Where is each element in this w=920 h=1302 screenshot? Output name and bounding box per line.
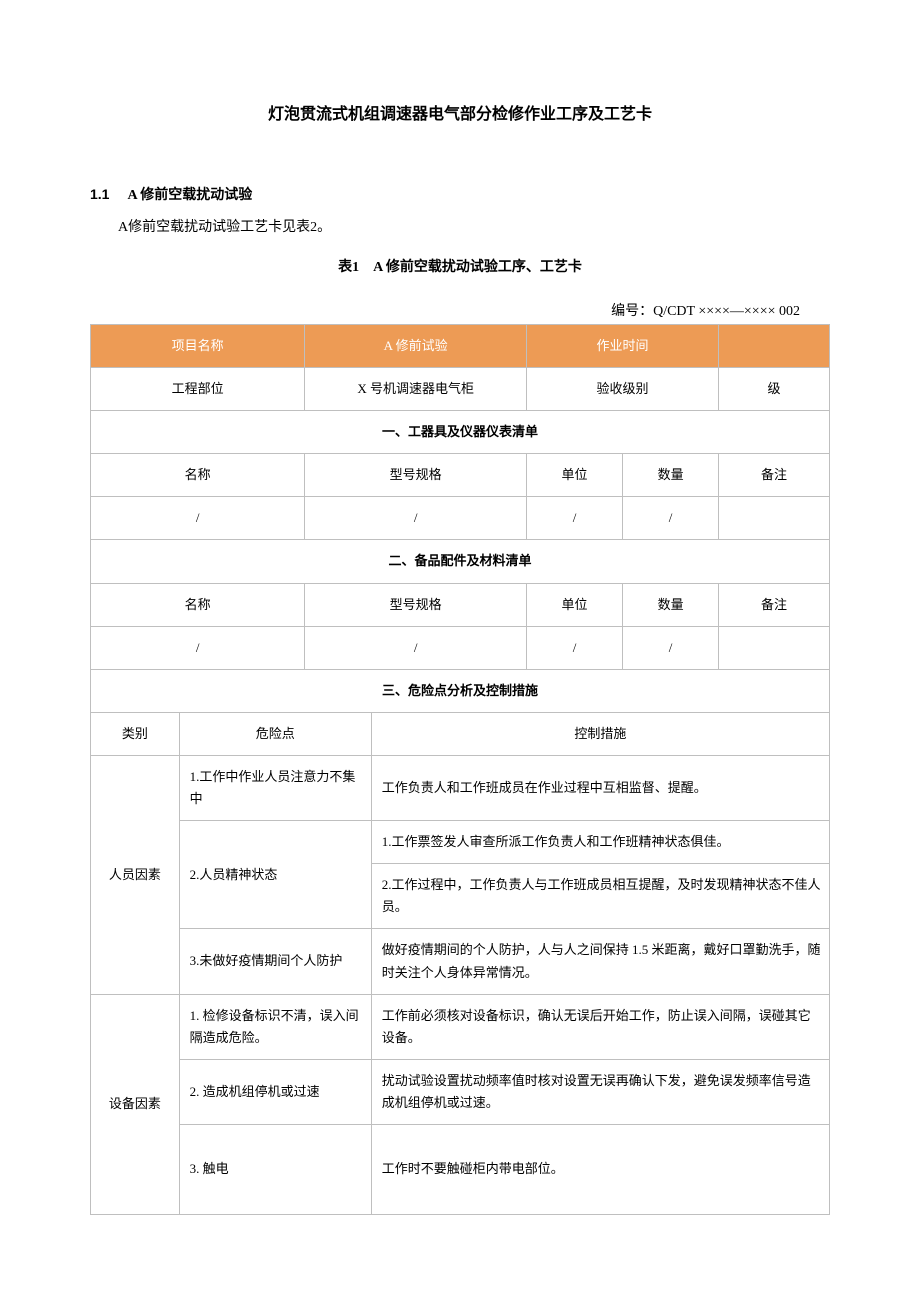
document-title: 灯泡贯流式机组调速器电气部分检修作业工序及工艺卡	[90, 100, 830, 124]
category-personnel: 人员因素	[91, 755, 180, 994]
cell: /	[623, 626, 719, 669]
table-row: 工程部位 X 号机调速器电气柜 验收级别 级	[91, 368, 830, 411]
col-remark: 备注	[719, 583, 830, 626]
table-row: 三、危险点分析及控制措施	[91, 669, 830, 712]
hazard-cell: 1.工作中作业人员注意力不集中	[179, 755, 371, 820]
accept-level-label: 验收级别	[526, 368, 718, 411]
hazard-cell: 2. 造成机组停机或过速	[179, 1059, 371, 1124]
table-row: 2.人员精神状态 1.工作票签发人审查所派工作负责人和工作班精神状态俱佳。	[91, 821, 830, 864]
table-row: 名称 型号规格 单位 数量 备注	[91, 454, 830, 497]
col-qty: 数量	[623, 454, 719, 497]
table-number: 表1	[338, 260, 359, 275]
cell: /	[91, 626, 305, 669]
measure-cell: 工作时不要触碰柜内带电部位。	[371, 1124, 829, 1214]
work-time-label: 作业时间	[526, 325, 718, 368]
accept-level-value: 级	[719, 368, 830, 411]
hazard-cell: 3.未做好疫情期间个人防护	[179, 929, 371, 994]
section-heading: 1.1 A 修前空载扰动试验	[90, 184, 830, 204]
table-row: 二、备品配件及材料清单	[91, 540, 830, 583]
eng-part-value: X 号机调速器电气柜	[305, 368, 527, 411]
hazard-cell: 2.人员精神状态	[179, 821, 371, 929]
table-caption: 表1 A 修前空载扰动试验工序、工艺卡	[90, 256, 830, 276]
hazard-cell: 1. 检修设备标识不清，误入间隔造成危险。	[179, 994, 371, 1059]
cell: /	[305, 497, 527, 540]
work-time-value	[719, 325, 830, 368]
project-name-value: A 修前试验	[305, 325, 527, 368]
col-qty: 数量	[623, 583, 719, 626]
measure-cell: 工作负责人和工作班成员在作业过程中互相监督、提醒。	[371, 755, 829, 820]
hazard-cell: 3. 触电	[179, 1124, 371, 1214]
cell	[719, 497, 830, 540]
intro-text: A修前空载扰动试验工艺卡见表2。	[90, 216, 830, 236]
section1-title: 一、工器具及仪器仪表清单	[91, 411, 830, 454]
table-row: 名称 型号规格 单位 数量 备注	[91, 583, 830, 626]
col-spec: 型号规格	[305, 454, 527, 497]
col-unit: 单位	[526, 454, 622, 497]
table-row: 项目名称 A 修前试验 作业时间	[91, 325, 830, 368]
col-hazard: 危险点	[179, 712, 371, 755]
col-unit: 单位	[526, 583, 622, 626]
table-row: 一、工器具及仪器仪表清单	[91, 411, 830, 454]
col-remark: 备注	[719, 454, 830, 497]
measure-cell: 扰动试验设置扰动频率值时核对设置无误再确认下发，避免误发频率信号造成机组停机或过…	[371, 1059, 829, 1124]
measure-cell: 1.工作票签发人审查所派工作负责人和工作班精神状态俱佳。	[371, 821, 829, 864]
section-name: A 修前空载扰动试验	[127, 188, 252, 203]
cell: /	[623, 497, 719, 540]
table-row: / / / /	[91, 497, 830, 540]
col-measure: 控制措施	[371, 712, 829, 755]
section2-title: 二、备品配件及材料清单	[91, 540, 830, 583]
section-number: 1.1	[90, 186, 109, 202]
document-code: 编号：Q/CDT ××××—×××× 002	[90, 300, 830, 320]
table-row: 人员因素 1.工作中作业人员注意力不集中 工作负责人和工作班成员在作业过程中互相…	[91, 755, 830, 820]
measure-cell: 工作前必须核对设备标识，确认无误后开始工作，防止误入间隔，误碰其它设备。	[371, 994, 829, 1059]
process-table: 项目名称 A 修前试验 作业时间 工程部位 X 号机调速器电气柜 验收级别 级 …	[90, 324, 830, 1215]
col-category: 类别	[91, 712, 180, 755]
measure-cell: 2.工作过程中，工作负责人与工作班成员相互提醒，及时发现精神状态不佳人员。	[371, 864, 829, 929]
cell: /	[526, 497, 622, 540]
cell: /	[305, 626, 527, 669]
measure-cell: 做好疫情期间的个人防护，人与人之间保持 1.5 米距离，戴好口罩勤洗手，随时关注…	[371, 929, 829, 994]
table-row: 类别 危险点 控制措施	[91, 712, 830, 755]
cell: /	[91, 497, 305, 540]
table-row: 3.未做好疫情期间个人防护 做好疫情期间的个人防护，人与人之间保持 1.5 米距…	[91, 929, 830, 994]
eng-part-label: 工程部位	[91, 368, 305, 411]
col-spec: 型号规格	[305, 583, 527, 626]
table-row: 3. 触电 工作时不要触碰柜内带电部位。	[91, 1124, 830, 1214]
cell: /	[526, 626, 622, 669]
col-name: 名称	[91, 583, 305, 626]
table-row: 设备因素 1. 检修设备标识不清，误入间隔造成危险。 工作前必须核对设备标识，确…	[91, 994, 830, 1059]
col-name: 名称	[91, 454, 305, 497]
section3-title: 三、危险点分析及控制措施	[91, 669, 830, 712]
table-row: 2. 造成机组停机或过速 扰动试验设置扰动频率值时核对设置无误再确认下发，避免误…	[91, 1059, 830, 1124]
cell	[719, 626, 830, 669]
table-row: / / / /	[91, 626, 830, 669]
project-name-label: 项目名称	[91, 325, 305, 368]
table-caption-text: A 修前空载扰动试验工序、工艺卡	[373, 260, 582, 275]
category-equipment: 设备因素	[91, 994, 180, 1214]
